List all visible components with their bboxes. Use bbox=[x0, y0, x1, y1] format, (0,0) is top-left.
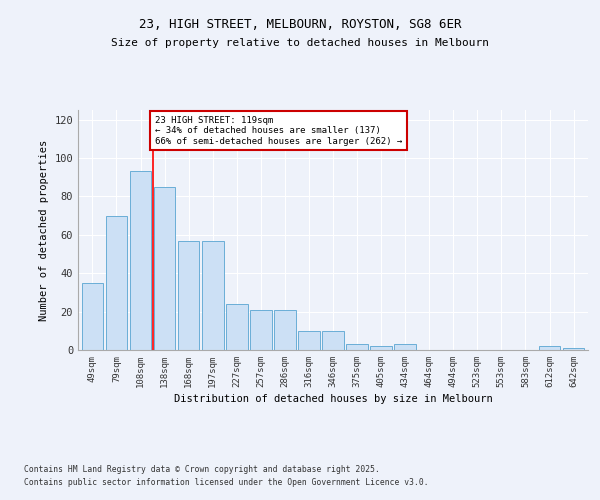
Bar bbox=[82, 283, 103, 350]
Bar bbox=[130, 172, 151, 350]
Text: Contains public sector information licensed under the Open Government Licence v3: Contains public sector information licen… bbox=[24, 478, 428, 487]
Bar bbox=[539, 346, 560, 350]
Bar bbox=[250, 310, 272, 350]
Y-axis label: Number of detached properties: Number of detached properties bbox=[39, 140, 49, 320]
Text: 23, HIGH STREET, MELBOURN, ROYSTON, SG8 6ER: 23, HIGH STREET, MELBOURN, ROYSTON, SG8 … bbox=[139, 18, 461, 30]
Text: Size of property relative to detached houses in Melbourn: Size of property relative to detached ho… bbox=[111, 38, 489, 48]
Bar bbox=[322, 331, 344, 350]
Bar bbox=[274, 310, 296, 350]
Bar bbox=[346, 344, 368, 350]
Bar bbox=[394, 344, 416, 350]
Text: 23 HIGH STREET: 119sqm
← 34% of detached houses are smaller (137)
66% of semi-de: 23 HIGH STREET: 119sqm ← 34% of detached… bbox=[155, 116, 402, 146]
X-axis label: Distribution of detached houses by size in Melbourn: Distribution of detached houses by size … bbox=[173, 394, 493, 404]
Bar bbox=[154, 187, 175, 350]
Bar bbox=[178, 240, 199, 350]
Bar bbox=[298, 331, 320, 350]
Bar bbox=[202, 240, 224, 350]
Bar bbox=[563, 348, 584, 350]
Bar bbox=[370, 346, 392, 350]
Bar bbox=[106, 216, 127, 350]
Text: Contains HM Land Registry data © Crown copyright and database right 2025.: Contains HM Land Registry data © Crown c… bbox=[24, 466, 380, 474]
Bar bbox=[226, 304, 248, 350]
